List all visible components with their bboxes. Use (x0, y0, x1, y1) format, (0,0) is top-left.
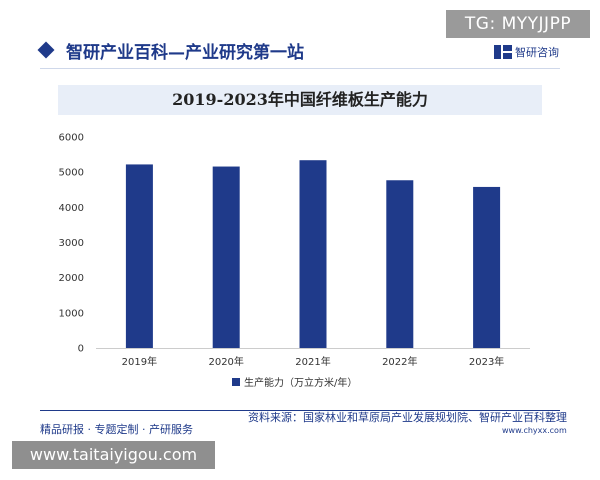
footer-source: 资料来源：国家林业和草原局产业发展规划院、智研产业百科整理 (248, 411, 567, 424)
y-tick-label: 6000 (59, 133, 84, 144)
bar (125, 164, 153, 348)
legend-label: 生产能力（万立方米/年） (244, 376, 357, 389)
y-tick-label: 5000 (59, 168, 84, 179)
brand-logo-icon (494, 45, 512, 59)
header-divider (40, 68, 560, 69)
brand-name: 智研咨询 (515, 46, 559, 59)
bar (299, 160, 327, 348)
y-tick-label: 1000 (59, 308, 84, 319)
chart-title-band (58, 85, 542, 115)
url-watermark-text: www.taitaiyigou.com (29, 445, 198, 464)
x-tick-label: 2022年 (382, 355, 417, 368)
y-tick-label: 3000 (59, 238, 84, 249)
bar (386, 180, 414, 348)
header-title: 智研产业百科—产业研究第一站 (66, 43, 304, 63)
footer-tagline: 精品研报 · 专题定制 · 产研服务 (40, 423, 193, 436)
x-tick-label: 2023年 (469, 355, 504, 368)
x-tick-label: 2021年 (295, 355, 330, 368)
tg-badge: TG: MYYJJPP (446, 10, 590, 38)
y-tick-label: 2000 (59, 273, 84, 284)
y-tick-label: 4000 (59, 203, 84, 214)
y-tick-label: 0 (78, 344, 84, 355)
bar (212, 166, 240, 348)
bar (473, 186, 501, 348)
x-tick-label: 2019年 (122, 355, 157, 368)
footer-website: www.chyxx.com (502, 426, 567, 435)
url-watermark-bar (12, 441, 215, 469)
footer-divider (40, 410, 560, 411)
x-tick-label: 2020年 (208, 355, 243, 368)
legend-swatch (232, 378, 240, 386)
chart-title: 2019-2023年中国纤维板生产能力 (172, 90, 428, 109)
